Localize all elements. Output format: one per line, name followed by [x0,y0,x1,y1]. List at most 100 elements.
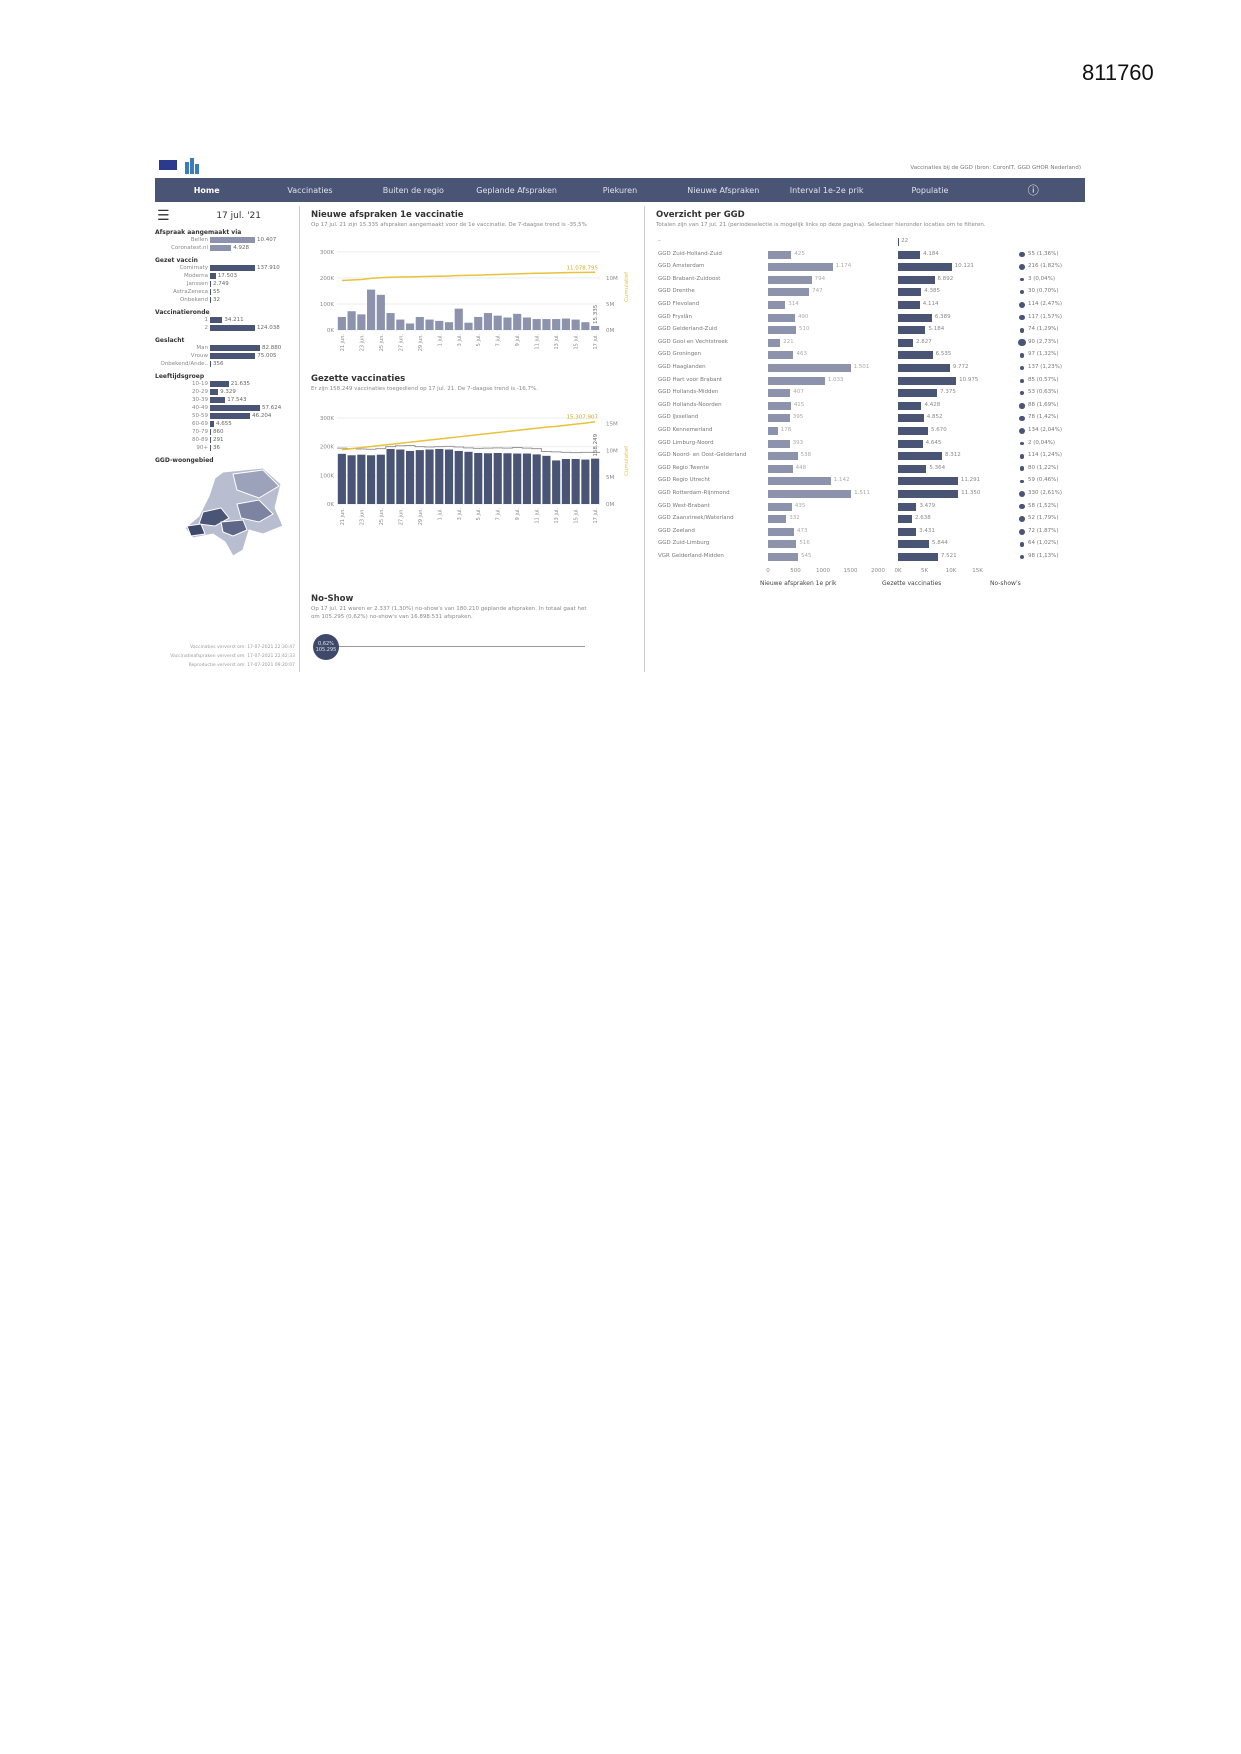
bar [454,308,463,330]
cumulative-label: 15.307.907 [567,415,599,421]
filter-row[interactable]: Vrouw 75.005 [155,352,299,360]
ggd-name: GGD Flevoland [658,301,700,307]
ggd-row[interactable]: GGD Flevoland 314 4.114 114 (2,47%) [650,299,1085,311]
tab-geplande-afspraken[interactable]: Geplande Afspraken [476,185,557,195]
tab-buiten-de-regio[interactable]: Buiten de regio [382,185,444,195]
tab-vaccinaties[interactable]: Vaccinaties [287,185,333,195]
filter-value: 75.005 [257,353,277,359]
filter-row[interactable]: 90+ 36 [155,444,299,452]
filter-bar [210,445,211,451]
filter-row[interactable]: Coronatest.nl 4.928 [155,244,299,252]
bar [464,322,473,330]
gezet-bar [898,414,924,423]
filter-row[interactable]: Man 82.880 [155,344,299,352]
ggd-map[interactable] [163,464,303,559]
ggd-row[interactable]: GGD Brabant-Zuidoost 794 6.892 3 (0,04%) [650,274,1085,286]
filter-value: 17.543 [227,397,247,403]
bar [337,316,346,330]
filter-row[interactable]: AstraZeneca 55 [155,288,299,296]
ggd-row[interactable]: GGD Kennemerland 178 5.670 134 (2,04%) [650,425,1085,437]
filter-bar [210,437,211,443]
filter-row[interactable]: Janssen 2.749 [155,280,299,288]
bar [571,458,580,504]
x-tick-label: 3 jul. [457,334,463,347]
filter-row[interactable]: 1 34.211 [155,316,299,324]
ggd-row[interactable]: GGD Gelderland-Zuid 510 5.184 74 (1,29%) [650,324,1085,336]
bar [591,458,600,504]
ggd-row[interactable]: GGD Limburg-Noord 393 4.645 2 (0,04%) [650,438,1085,450]
gezet-value: 5.364 [929,464,946,471]
filter-row[interactable]: 2 124.038 [155,324,299,332]
filter-row[interactable]: 80-89 291 [155,436,299,444]
filter-row[interactable]: 40-49 57.624 [155,404,299,412]
vaccin-title: Gezet vaccin [155,257,198,264]
filter-row[interactable]: Moderna 17.503 [155,272,299,280]
ggd-row[interactable]: GGD Regio Utrecht 1.142 11.291 59 (0,46%… [650,475,1085,487]
cumulative-line [341,420,596,451]
ggd-row[interactable]: GGD Zaanstreek/Waterland 332 2.638 52 (1… [650,513,1085,525]
gezet-chart: 0K 100K 200K 300K 0M 5M 10M 15M Cumulatief 15.307… [320,415,630,526]
bar [444,449,454,504]
ggd-row[interactable]: GGD Hollands-Noorden 415 4.428 88 (1,69%… [650,400,1085,412]
filter-row[interactable]: 20-29 9.329 [155,388,299,396]
axis2-tick: 0K [894,567,902,574]
ggd-name: GGD Regio Utrecht [658,477,710,484]
filter-row[interactable]: 70-79 860 [155,428,299,436]
ggd-row[interactable]: GGD Fryslân 490 6.389 117 (1,57%) [650,312,1085,324]
ggd-row[interactable]: GGD Zuid-Limburg 516 5.844 64 (1,02%) [650,538,1085,550]
gezet-value: 6.535 [935,351,952,358]
ggd-row[interactable]: GGD Drenthe 747 4.385 30 (0,70%) [650,286,1085,298]
filter-label: AstraZeneca [173,289,208,295]
ggd-row[interactable]: GGD Hart voor Brabant 1.033 10.975 85 (0… [650,375,1085,387]
noshow-badge[interactable]: 0,62% 105.295 [313,634,339,660]
ggd-row[interactable]: GGD IJsselland 395 4.852 78 (1,42%) [650,412,1085,424]
filter-row[interactable]: Comirnaty 137.910 [155,264,299,272]
noshow-dot [1018,339,1026,347]
ggd-row[interactable]: VGR Gelderland-Midden 545 7.521 98 (1,13… [650,551,1085,563]
filter-row[interactable]: 60-69 4.655 [155,420,299,428]
y2-axis-label: Cumulatief [624,445,630,476]
tab-home[interactable]: Home [193,185,220,195]
noshow-value: 134 (2,04%) [1028,427,1063,433]
afspraken-value: 747 [812,288,823,295]
filter-row[interactable]: Bellen 10.407 [155,236,299,244]
noshow-dot [1019,516,1025,523]
ggd-row[interactable]: GGD Hollands-Midden 407 7.375 53 (0,63%) [650,387,1085,399]
ggd-row[interactable]: GGD Noord- en Oost-Gelderland 538 8.312 … [650,450,1085,462]
afspraken-bar [768,452,798,461]
noshow-dot [1019,554,1025,560]
filter-row[interactable]: 50-59 46.204 [155,412,299,420]
ggd-row[interactable]: GGD Groningen 463 6.535 97 (1,32%) [650,349,1085,361]
tab-populatie[interactable]: Populatie [911,185,949,195]
afspraken-bar [768,326,797,335]
ggd-row[interactable]: – 22 [650,236,1085,248]
tab-interval[interactable]: Interval 1e-2e prik [789,185,864,195]
ggd-row[interactable]: GGD Rotterdam-Rijnmond 1.511 11.350 330 … [650,488,1085,500]
ggd-row[interactable]: GGD Amsterdam 1.174 10.121 216 (1,82%) [650,261,1085,273]
ggd-row[interactable]: GGD Haaglanden 1.501 9.772 137 (1,23%) [650,362,1085,374]
menu-icon[interactable]: ☰ [157,208,170,224]
filter-bar [210,405,260,411]
ggd-row[interactable]: GGD West-Brabant 435 3.479 58 (1,52%) [650,501,1085,513]
axis1-tick: 1000 [816,567,830,574]
x-tick-label: 25 jun. [379,508,385,526]
filter-row[interactable]: 10-19 21.635 [155,380,299,388]
ggd-row[interactable]: GGD Zeeland 473 3.431 72 (1,87%) [650,526,1085,538]
filter-row[interactable]: Onbekend/Ande.. 356 [155,360,299,368]
info-icon[interactable]: ⓘ [1027,184,1039,197]
selected-date[interactable]: 17 jul. '21 [216,211,261,221]
tab-piekuren[interactable]: Piekuren [602,185,638,195]
source-note: Vaccinaties bij de GGD (bron: CoronIT, G… [910,165,1081,171]
filter-row[interactable]: Onbekend 32 [155,296,299,304]
ggd-row[interactable]: GGD Gooi en Vechtstreek 221 2.827 90 (2,… [650,337,1085,349]
ggd-row[interactable]: GGD Regio Twente 448 5.364 80 (1,22%) [650,463,1085,475]
filter-row[interactable]: 30-39 17.543 [155,396,299,404]
tab-nieuwe-afspraken[interactable]: Nieuwe Afspraken [687,185,760,195]
bar [522,317,532,330]
ggd-row[interactable]: GGD Zuid-Holland-Zuid 425 4.184 55 (1,36… [650,249,1085,261]
ggd-name: GGD Gooi en Vechtstreek [658,338,728,345]
filter-label: Man [196,345,208,351]
noshow-value: 58 (1,52%) [1028,502,1059,509]
filter-value: 137.910 [257,265,280,271]
bar [552,319,561,330]
